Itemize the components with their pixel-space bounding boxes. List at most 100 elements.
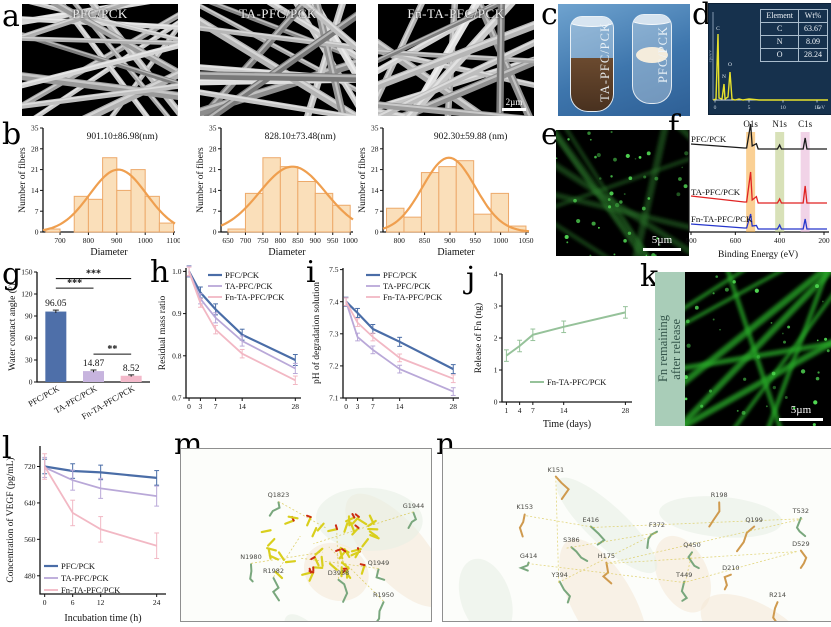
ta-molecule-bond [343,522,349,533]
residue-stick [601,561,613,585]
y-axis-label: Concentration of VEGF (pg/mL) [5,457,16,582]
residue-label-G414: G414 [519,551,538,560]
fluor-fiber [556,192,689,231]
residue-stick [249,563,254,583]
y-axis-label: Number of fibers [195,147,206,213]
ta-oxygen-tip [354,513,360,518]
y-tick-label: 7 [213,207,217,216]
fluor-fiber [676,272,831,426]
y-tick-label: 0 [375,228,379,237]
eds-table-cell: 63.67 [798,22,828,36]
y-tick-label: 120 [21,290,33,299]
hbond-dashed [299,557,379,569]
fluor-dot [597,226,600,229]
sem-fibers-svg [22,4,178,116]
x-tick-label: 900 [444,236,456,245]
x-tick-label: 4 [518,406,522,415]
residue-label-G1944: G1944 [402,501,425,510]
scale-bar-line [779,418,823,421]
fluor-fiber [655,340,831,376]
ta-molecule-bond [313,556,320,567]
sem-label: Fn-TA-PFC/PCK [407,6,505,21]
y-tick-label: 7 [375,207,379,216]
ta-molecule-bond [367,519,377,528]
eds-table-header: Wt% [798,9,828,23]
hist-annotation: 902.30±59.88 (nm) [434,131,508,142]
fluor-dot [756,355,761,359]
fiber [293,4,356,108]
sem-fibers-svg [200,4,356,116]
x-tick-label: 750 [257,236,269,245]
x-tick-label: 1000 [138,236,153,245]
residue-stick [554,475,570,500]
residue-stick [687,551,700,570]
fiber-highlight [57,4,178,73]
residue-label-R1950: R1950 [372,591,395,600]
x-tick-label: 6 [71,598,75,607]
fluor-dot [772,385,777,390]
residue-label-Q199: Q199 [745,515,763,524]
x-tick-label: 28 [292,402,300,411]
fiber-highlight [498,4,503,116]
fluor-dot [678,177,682,181]
fluor-dot [643,175,647,179]
y-tick-label: 35 [31,124,39,133]
eds-table-cell: N [760,35,799,49]
y-tick-label: 0 [35,228,39,237]
residue-label-R198: R198 [710,491,728,500]
ribbon-blob [654,535,711,613]
legend-label: Fn-TA-PFC/PCK [225,292,285,302]
residue-stick [337,578,349,603]
fluor-dot [614,202,620,208]
ta-molecule-bond [320,555,324,567]
fiber-highlight [378,49,534,61]
ribbon-blob [659,496,783,538]
sig-stars: *** [67,278,82,289]
x-axis-label: Diameter [90,247,128,258]
ta-molecule-bond [266,537,276,547]
ta-oxygen-tip [334,524,339,531]
ta-molecule-bond [268,554,280,561]
ta-oxygen-tip [359,563,366,567]
ta-molecule-bond [360,564,366,575]
fiber-highlight [378,102,523,116]
x-tick-label: 24 [153,598,161,607]
legend-label: PFC/PCK [383,270,418,280]
fluor-dot [792,406,796,410]
hist-curve [382,156,530,233]
residue-stick [589,525,606,546]
x-tick-label: 0 [187,402,191,411]
residue-label-H175: H175 [597,551,616,560]
panel-letter-f: f [668,109,680,144]
fluor-dot [596,152,601,158]
fluorescence-image-e: 5µm [556,130,689,256]
ta-molecule-bond [316,522,325,532]
scale-bar-text: 2µm [505,96,523,107]
x-tick-label: 800 [83,236,95,245]
x-tick-label: 7 [371,402,375,411]
x-tick-label: 28 [622,406,630,415]
scale-bar-text: 5µm [651,234,673,247]
fluor-dot [594,155,597,159]
scale-bar-line [643,248,681,251]
fluor-dot [719,329,721,331]
ta-molecule-bond [284,560,297,564]
scale-bar-text: 5µm [790,404,812,417]
fiber [22,36,178,46]
ta-molecule-bond [308,571,315,582]
residual-mass-chart: 0.7 0.8 0.9 1.0 0 3 7 14 28 Residual mass ratio PF… [158,265,301,411]
xps-band-label: N1s [772,119,787,129]
xps-curve [690,213,827,230]
histogram-ta: 0 7 14 21 28 35 650 700 750 800 850 900 950 1000 Numbe… [195,124,358,258]
fluor-dot [754,288,759,293]
ta-molecule-bond [327,528,339,533]
x-tick-label: 14 [560,406,568,415]
fluor-dot [686,343,691,348]
legend-label: TA-PFC/PCK [383,281,431,291]
y-tick-label: 35 [209,124,217,133]
residue-label-N1980: N1980 [240,553,262,562]
fluor-dot [815,376,820,381]
fluor-dot [645,254,648,256]
